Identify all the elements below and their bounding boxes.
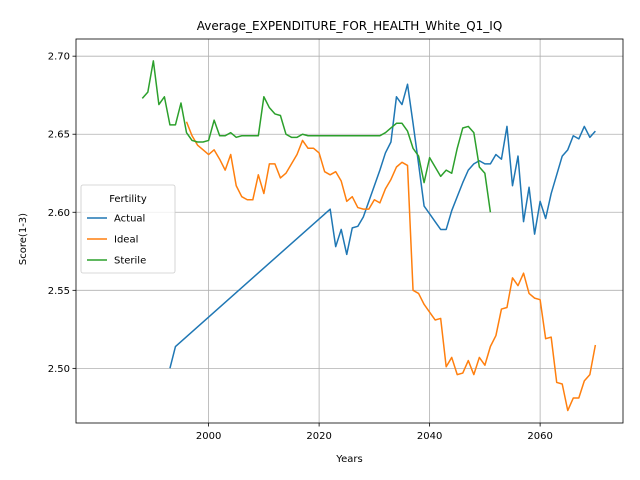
ticks: 2000 2020 2040 2060 2.50 2.55 2.60 2.65 2.70 (48, 52, 553, 442)
x-tick-label: 2000 (196, 431, 221, 442)
y-tick-label: 2.70 (48, 52, 70, 63)
series-line-actual (169, 83, 596, 369)
y-tick-label: 2.55 (48, 286, 70, 297)
legend-title: Fertility (109, 194, 147, 205)
y-axis-title: Score(1-3) (18, 213, 29, 265)
y-tick-label: 2.50 (48, 364, 70, 375)
series-line-ideal (185, 121, 597, 412)
x-tick-label: 2040 (417, 431, 442, 442)
y-tick-label: 2.60 (48, 208, 70, 219)
plot-frame (75, 38, 624, 424)
legend-box (80, 184, 176, 274)
y-tick-label: 2.65 (48, 130, 70, 141)
x-tick-label: 2060 (527, 431, 552, 442)
chart-title: Average_EXPENDITURE_FOR_HEALTH_White_Q1_… (197, 19, 503, 33)
series-layer (141, 60, 597, 412)
series-line-sterile (141, 60, 492, 213)
x-tick-label: 2020 (306, 431, 331, 442)
x-axis-title: Years (335, 454, 362, 465)
legend-label-actual: Actual (114, 214, 145, 225)
legend-label-ideal: Ideal (114, 235, 138, 246)
legend-label-sterile: Sterile (114, 256, 146, 267)
legend: Fertility Actual Ideal Sterile (80, 184, 176, 274)
